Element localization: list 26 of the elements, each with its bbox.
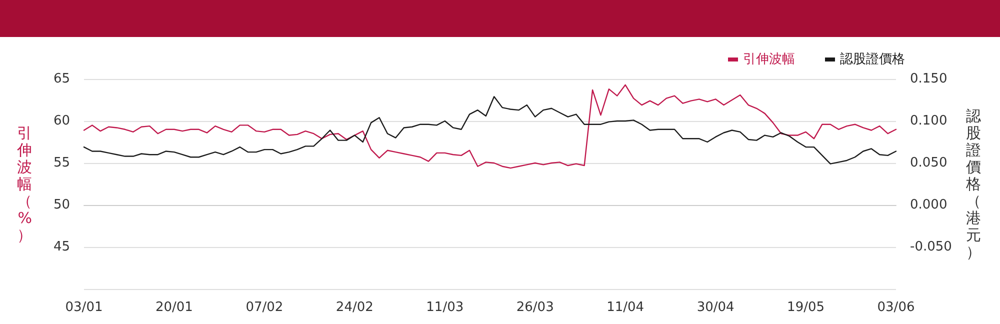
x-tick-label: 20/01: [155, 300, 193, 315]
x-tick-label: 03/01: [65, 300, 103, 315]
text: 認股證價格（港元）: [966, 107, 981, 261]
legend-label: 引伸波幅: [743, 52, 795, 67]
y2-tick-label: 0.050: [910, 156, 948, 170]
y2-tick-label: 0.100: [910, 114, 948, 128]
y-axis-title: 引伸波幅（%）: [16, 124, 32, 244]
x-tick-label: 11/03: [426, 300, 464, 315]
line-series: [83, 84, 897, 169]
x-tick-label: 11/04: [606, 300, 644, 315]
x-tick-label: 24/02: [336, 300, 374, 315]
line-series: [83, 96, 897, 164]
x-tick-label: 03/06: [877, 300, 915, 315]
y-tick-label: 65: [53, 72, 70, 86]
x-tick-label: 30/04: [696, 300, 734, 315]
y2-tick-label: 0.000: [910, 198, 948, 212]
y2-tick-label: -0.050: [910, 240, 952, 254]
y-tick-label: 60: [53, 114, 70, 128]
y-tick-label: 45: [53, 240, 70, 254]
x-tick-label: 19/05: [787, 300, 825, 315]
y-tick-label: 55: [53, 156, 70, 170]
y-tick-label: 50: [53, 198, 70, 212]
legend-label: 認股證價格: [840, 52, 905, 67]
x-tick-label: 26/03: [516, 300, 554, 315]
x-tick-label: 07/02: [246, 300, 284, 315]
y2-tick-label: 0.150: [910, 72, 948, 86]
